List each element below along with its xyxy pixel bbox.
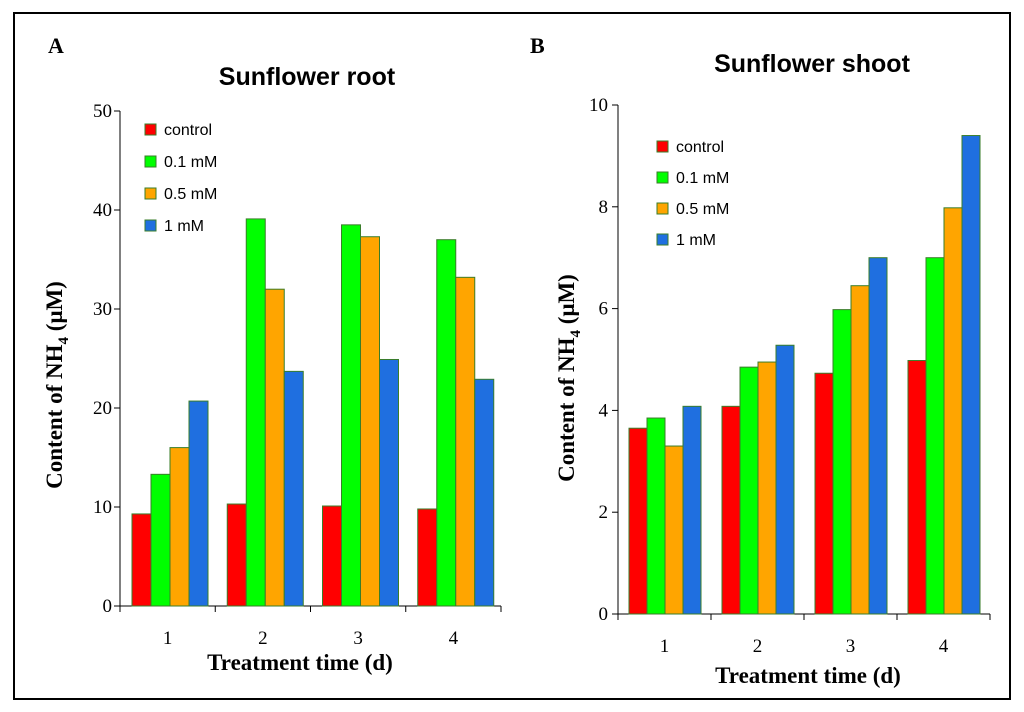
panel-a-x-tick-label: 1: [163, 628, 173, 649]
panel-b-bar-1-mm-day-3: [868, 257, 888, 615]
panel-a-y-tick-label: 0: [103, 596, 113, 617]
panel-a-y-axis-title-suffix: (μM): [42, 281, 67, 337]
panel-b-bar-0-1-mm-day-3: [832, 309, 852, 615]
panel-b-legend-swatch: [656, 233, 669, 246]
panel-b-bar-0-1-mm-day-1: [646, 417, 666, 615]
panel-b-legend-swatch: [656, 202, 669, 215]
panel-b-y-tick-label: 6: [599, 299, 609, 320]
panel-a-x-axis-title: Treatment time (d): [207, 650, 393, 675]
panel-b-legend-swatch: [656, 171, 669, 184]
panel-a-y-tick-label: 40: [93, 200, 112, 221]
panel-a-bar-0-5-mm-day-4: [455, 276, 476, 607]
panel-a-bar-1-mm-day-3: [379, 358, 399, 607]
panel-b-bar-control-day-3: [814, 372, 834, 615]
panel-a-legend-label: 0.1 mM: [164, 154, 217, 171]
panel-a-y-tick-label: 10: [93, 497, 112, 518]
panel-a-bar-0-1-mm-day-3: [341, 224, 361, 607]
panel-b-y-axis-title-subscript: 4: [568, 329, 584, 337]
panel-b-y-tick-label: 4: [599, 400, 609, 421]
panel-b-x-tick-label: 2: [753, 636, 763, 657]
panel-a-legend-label: 1 mM: [164, 218, 204, 235]
panel-b-bar-0-1-mm-day-4: [925, 257, 945, 615]
panel-b-y-axis-title-suffix: (μM): [554, 274, 579, 330]
panel-b-y-tick-label: 0: [599, 604, 609, 625]
panel-a-bar-control-day-1: [131, 513, 152, 607]
panel-b-bar-1-mm-day-4: [961, 135, 981, 615]
panel-a-bar-0-5-mm-day-1: [169, 447, 190, 607]
panel-b-y-tick-label: 2: [599, 502, 609, 523]
panel-b-bar-0-5-mm-day-3: [850, 285, 870, 615]
panel-a-bar-1-mm-day-1: [188, 400, 209, 607]
panel-a-bar-0-1-mm-day-1: [150, 473, 171, 607]
panel-b-bar-1-mm-day-2: [775, 344, 795, 615]
panel-b-bar-0-1-mm-day-2: [739, 366, 759, 615]
panel-b-bar-0-5-mm-day-4: [943, 207, 963, 615]
panel-a-y-tick-label: 50: [93, 101, 112, 122]
panel-b-bar-0-5-mm-day-1: [664, 445, 684, 615]
panel-a-y-axis-title-subscript: 4: [56, 336, 72, 344]
panel-b-legend-swatch: [656, 140, 669, 153]
panel-a-legend-swatch: [144, 155, 157, 168]
panel-a-y-tick-label: 30: [93, 299, 112, 320]
panel-b-y-axis-title-prefix: Content of NH: [554, 337, 579, 481]
panel-a-x-tick-label: 4: [449, 628, 459, 649]
panel-b-legend-label: 0.5 mM: [676, 201, 729, 218]
panel-a-legend-swatch: [144, 123, 157, 136]
panel-b-y-tick-label: 8: [599, 197, 609, 218]
panel-b-bar-control-day-2: [721, 405, 741, 615]
panel-b-letter: B: [530, 33, 545, 58]
panel-a-bar-1-mm-day-2: [283, 370, 304, 607]
panel-a-y-tick-label: 20: [93, 398, 112, 419]
panel-b-legend-label: 1 mM: [676, 232, 716, 249]
panel-a-x-tick-label: 3: [353, 628, 363, 649]
panel-b-title: Sunflower shoot: [714, 50, 911, 78]
panel-a-bar-control-day-4: [417, 508, 438, 607]
panel-a-letter: A: [48, 33, 64, 58]
panel-b-x-axis-title: Treatment time (d): [715, 663, 901, 688]
panel-a-bar-control-day-3: [322, 505, 342, 607]
panel-b-legend-label: control: [676, 139, 724, 156]
panel-a-legend-label: 0.5 mM: [164, 186, 217, 203]
panel-b-y-tick-label: 10: [589, 95, 608, 116]
panel-a-x-tick-label: 2: [258, 628, 268, 649]
panel-a-y-axis-title: Content of NH4 (μM): [42, 281, 72, 489]
panel-a-root-chart: A Sunflower root 0 10 20 30 40 50 1 2 3 4 contro…: [42, 33, 502, 675]
panel-b-y-axis-title: Content of NH4 (μM): [554, 274, 584, 482]
panel-b-x-tick-label: 1: [660, 636, 670, 657]
panel-b-bar-control-day-1: [628, 427, 648, 615]
panel-a-bar-0-5-mm-day-3: [360, 236, 380, 607]
panel-a-y-axis-title-prefix: Content of NH: [42, 344, 67, 488]
panel-a-bar-control-day-2: [226, 503, 247, 607]
panel-a-legend-swatch: [144, 187, 157, 200]
panel-b-x-tick-label: 3: [846, 636, 856, 657]
panel-a-bar-0-1-mm-day-2: [245, 218, 266, 607]
panel-a-bar-0-5-mm-day-2: [264, 288, 285, 607]
panel-a-bar-0-1-mm-day-4: [436, 239, 457, 607]
panel-a-legend-label: control: [164, 122, 212, 139]
panel-b-bar-control-day-4: [907, 360, 927, 615]
panel-b-bar-0-5-mm-day-2: [757, 361, 777, 615]
panel-a-bar-1-mm-day-4: [474, 378, 495, 607]
panel-b-legend-label: 0.1 mM: [676, 170, 729, 187]
panel-b-x-tick-label: 4: [939, 636, 949, 657]
panel-a-title: Sunflower root: [219, 63, 396, 91]
panel-b-bar-1-mm-day-1: [682, 405, 702, 615]
panel-a-legend-swatch: [144, 219, 157, 232]
